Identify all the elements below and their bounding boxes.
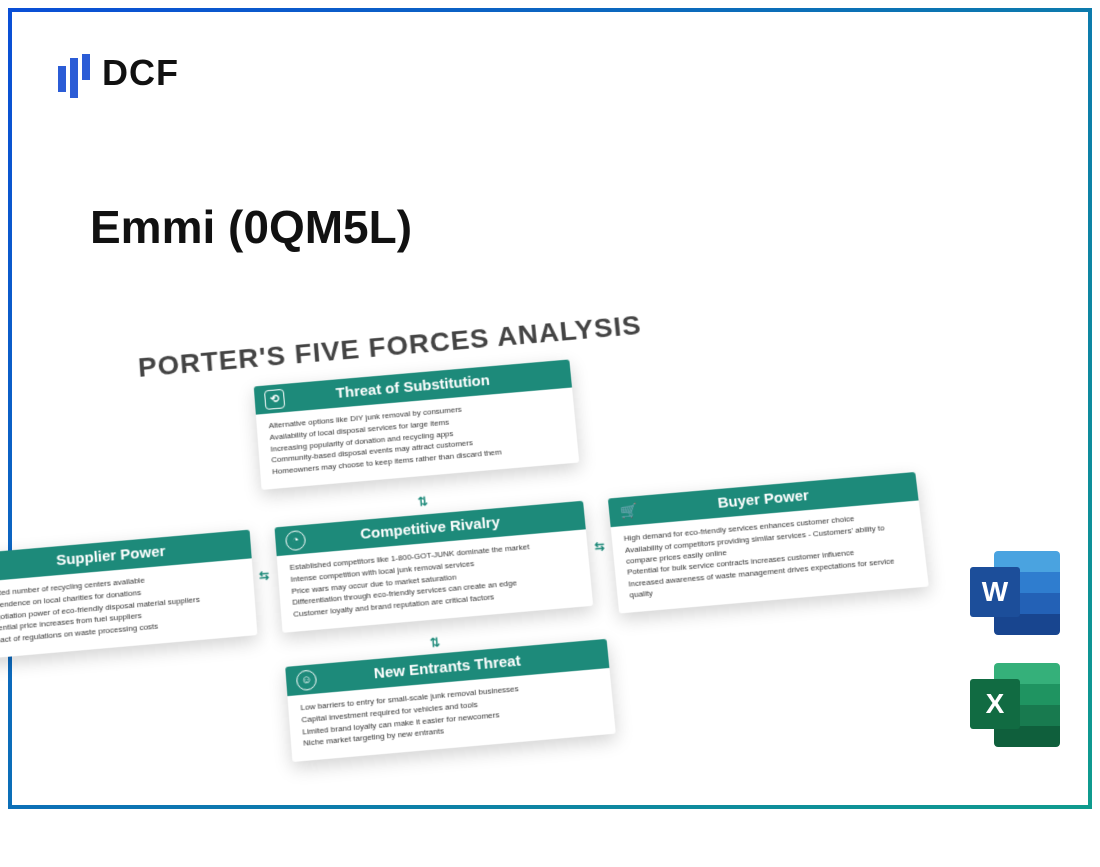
swap-icon: ⟲	[264, 388, 285, 409]
card-title: Supplier Power	[56, 543, 166, 569]
card-title: Buyer Power	[717, 487, 810, 512]
card-substitution: ⟲ Threat of Substitution Alternative opt…	[254, 359, 580, 489]
card-entrants: ☺ New Entrants Threat Low barriers to en…	[285, 639, 616, 762]
word-file-icon[interactable]: W	[970, 551, 1060, 635]
five-forces-diagram: PORTER'S FIVE FORCES ANALYSIS ⟲ Threat o…	[0, 330, 900, 830]
arrow-icon: ⇅	[429, 635, 440, 650]
user-icon: ☺	[296, 669, 318, 691]
arrow-icon: ⇆	[259, 568, 270, 583]
card-rivalry: ◔ Competitive Rivalry Established compet…	[274, 501, 593, 633]
excel-file-icon[interactable]: X	[970, 663, 1060, 747]
page-title: Emmi (0QM5L)	[90, 200, 412, 254]
brand-name: DCF	[102, 52, 179, 94]
logo-bars-icon	[58, 48, 90, 98]
card-supplier: ⥽ Supplier Power Limited number of recyc…	[0, 530, 257, 660]
file-icons-group: W X	[970, 551, 1060, 747]
card-title: Competitive Rivalry	[360, 514, 501, 543]
card-buyer: 🛒 Buyer Power High demand for eco-friend…	[608, 472, 929, 613]
word-letter: W	[970, 567, 1020, 617]
pie-icon: ◔	[285, 529, 306, 551]
excel-letter: X	[970, 679, 1020, 729]
brand-logo: DCF	[58, 48, 179, 98]
link-icon: ⥽	[0, 556, 1, 578]
cart-icon: 🛒	[618, 500, 640, 521]
arrow-icon: ⇆	[594, 539, 605, 554]
arrow-icon: ⇅	[417, 494, 428, 509]
